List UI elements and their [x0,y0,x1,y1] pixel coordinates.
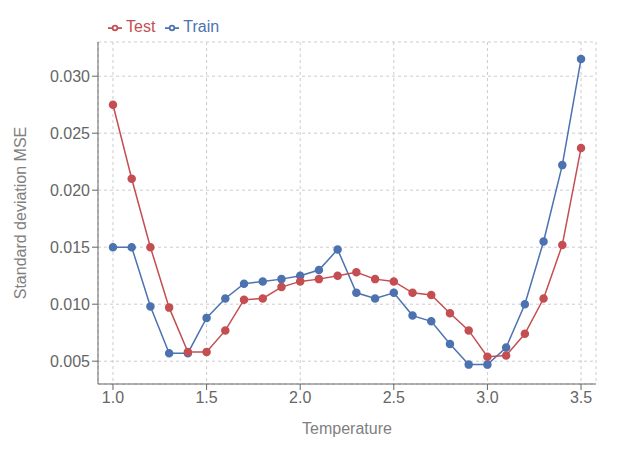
svg-text:1.5: 1.5 [195,389,217,406]
svg-text:0.025: 0.025 [50,125,90,142]
svg-text:Standard deviation MSE: Standard deviation MSE [12,127,29,300]
svg-text:1.0: 1.0 [102,389,124,406]
svg-text:0.005: 0.005 [50,353,90,370]
svg-text:0.020: 0.020 [50,182,90,199]
svg-text:2.0: 2.0 [289,389,311,406]
html-text:Train: Train [183,18,220,35]
svg-text:2.5: 2.5 [383,389,405,406]
svg-text:0.030: 0.030 [50,68,90,85]
svg-text:3.5: 3.5 [570,389,592,406]
svg-text:Temperature: Temperature [302,420,392,437]
svg-text:0.010: 0.010 [50,296,90,313]
svg-text:0.015: 0.015 [50,239,90,256]
html-text:Test: Test [126,18,156,35]
svg-text:3.0: 3.0 [476,389,498,406]
